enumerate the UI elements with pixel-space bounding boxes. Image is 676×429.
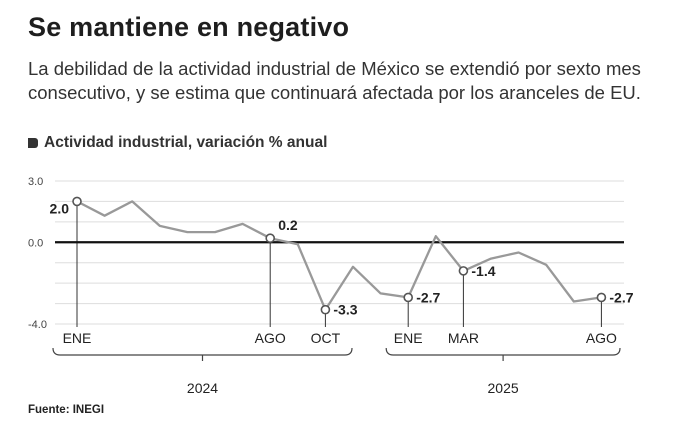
data-label: -1.4	[471, 263, 495, 279]
year-bracket	[385, 347, 621, 356]
data-label: -3.3	[333, 302, 357, 318]
x-tick-label: AGO	[255, 330, 286, 346]
data-point	[72, 196, 82, 207]
x-tick-label: ENE	[394, 330, 423, 346]
data-point	[265, 233, 276, 243]
data-label: -2.7	[609, 289, 633, 305]
data-point	[596, 292, 607, 303]
legend-label: Actividad industrial, variación % anual	[44, 134, 328, 151]
data-point	[458, 266, 469, 276]
y-tick-label: 0.0	[28, 237, 43, 249]
legend: Actividad industrial, variación % anual	[28, 134, 327, 152]
x-tick-label: OCT	[311, 330, 341, 346]
legend-marker-icon	[28, 138, 38, 148]
series-line	[75, 200, 603, 311]
x-tick-label: MAR	[448, 330, 479, 346]
data-point	[320, 304, 331, 315]
year-label: 2025	[488, 380, 519, 396]
y-tick-label: -4.0	[28, 319, 47, 331]
year-bracket	[52, 347, 353, 356]
x-tick-label: AGO	[586, 330, 617, 346]
source-note: Fuente: INEGI	[28, 404, 105, 416]
data-label: -2.7	[416, 289, 440, 305]
data-point	[403, 292, 414, 303]
data-label: 2.0	[50, 200, 70, 216]
data-label: 0.2	[278, 217, 298, 233]
y-tick-label: 3.0	[28, 176, 43, 188]
year-label: 2024	[187, 380, 218, 396]
chart-subtitle: La debilidad de la actividad industrial …	[28, 58, 641, 103]
chart-title: Se mantiene en negativo	[28, 12, 350, 42]
x-tick-label: ENE	[63, 330, 92, 346]
